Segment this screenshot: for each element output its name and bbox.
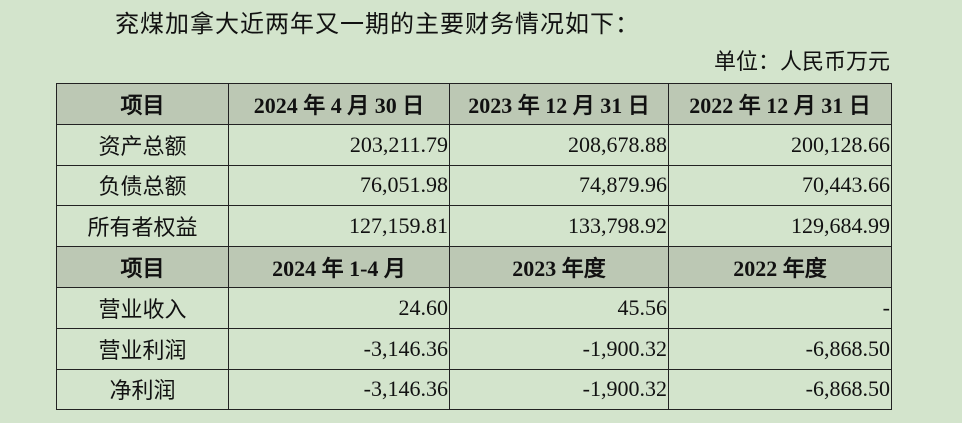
table-row: 营业收入 24.60 45.56-: [56, 286, 892, 329]
table-row: 项目 2024 年 4 月 30 日 2023 年 12 月 31 日 2022 年 …: [56, 83, 892, 125]
table-cell: 70,443.66: [668, 164, 892, 207]
table-cell: 200,128.66: [668, 123, 892, 166]
table-cell: 2024 年 1-4 月: [228, 246, 450, 288]
table-cell: 净利润: [56, 368, 229, 411]
table-cell: 24.60: [228, 286, 450, 329]
table-cell: -1,900.32: [449, 327, 669, 370]
table-cell: 项目: [56, 246, 229, 288]
table-cell: 负债总额: [56, 164, 229, 207]
table-cell: 2023 年 12 月 31 日: [449, 83, 669, 125]
table-cell: 营业收入: [56, 286, 229, 329]
table-cell: 营业利润: [56, 327, 229, 370]
table-cell: 133,798.92: [449, 205, 669, 248]
table-cell: 2022 年 12 月 31 日: [668, 83, 892, 125]
table-cell: 所有者权益: [56, 205, 229, 248]
table-row: 营业利润 -3,146.36 -1,900.32 -6,868.50: [56, 327, 892, 370]
table-cell: -: [668, 286, 892, 329]
table-cell: 2022 年度: [668, 246, 892, 288]
table-row: 净利润 -3,146.36 -1,900.32 -6,868.50: [56, 368, 892, 411]
table-cell: 127,159.81: [228, 205, 450, 248]
unit-text: 单位：人民币万元: [713, 49, 890, 74]
table-row: 项目 2024 年 1-4 月 2023 年度 2022 年度: [56, 246, 892, 288]
table-cell: -1,900.32: [449, 368, 669, 411]
table-row: 资产总额 203,211.79 208,678.88 200,128.66: [56, 123, 892, 166]
table-cell: 76,051.98: [228, 164, 450, 207]
table-cell: 203,211.79: [228, 123, 450, 166]
table-row: 负债总额 76,051.98 74,879.96 70,443.66: [56, 164, 892, 207]
table-cell: -6,868.50: [668, 368, 892, 411]
table-cell: -6,868.50: [668, 327, 892, 370]
intro-text: 兖煤加拿大近两年又一期的主要财务情况如下：: [115, 12, 640, 38]
table-cell: 资产总额: [56, 123, 229, 166]
table-row: 所有者权益 127,159.81 133,798.92 129,684.99: [56, 205, 892, 248]
table-cell: 129,684.99: [668, 205, 892, 248]
table-cell: 45.56: [449, 286, 669, 329]
financial-table: 项目 2024 年 4 月 30 日 2023 年 12 月 31 日 2022 年 …: [56, 83, 892, 411]
table-cell: 2024 年 4 月 30 日: [228, 83, 450, 125]
table-cell: 项目: [56, 83, 229, 125]
table-cell: 74,879.96: [449, 164, 669, 207]
table-cell: -3,146.36: [228, 368, 450, 411]
table-cell: 208,678.88: [449, 123, 669, 166]
table-cell: 2023 年度: [449, 246, 669, 288]
table-cell: -3,146.36: [228, 327, 450, 370]
